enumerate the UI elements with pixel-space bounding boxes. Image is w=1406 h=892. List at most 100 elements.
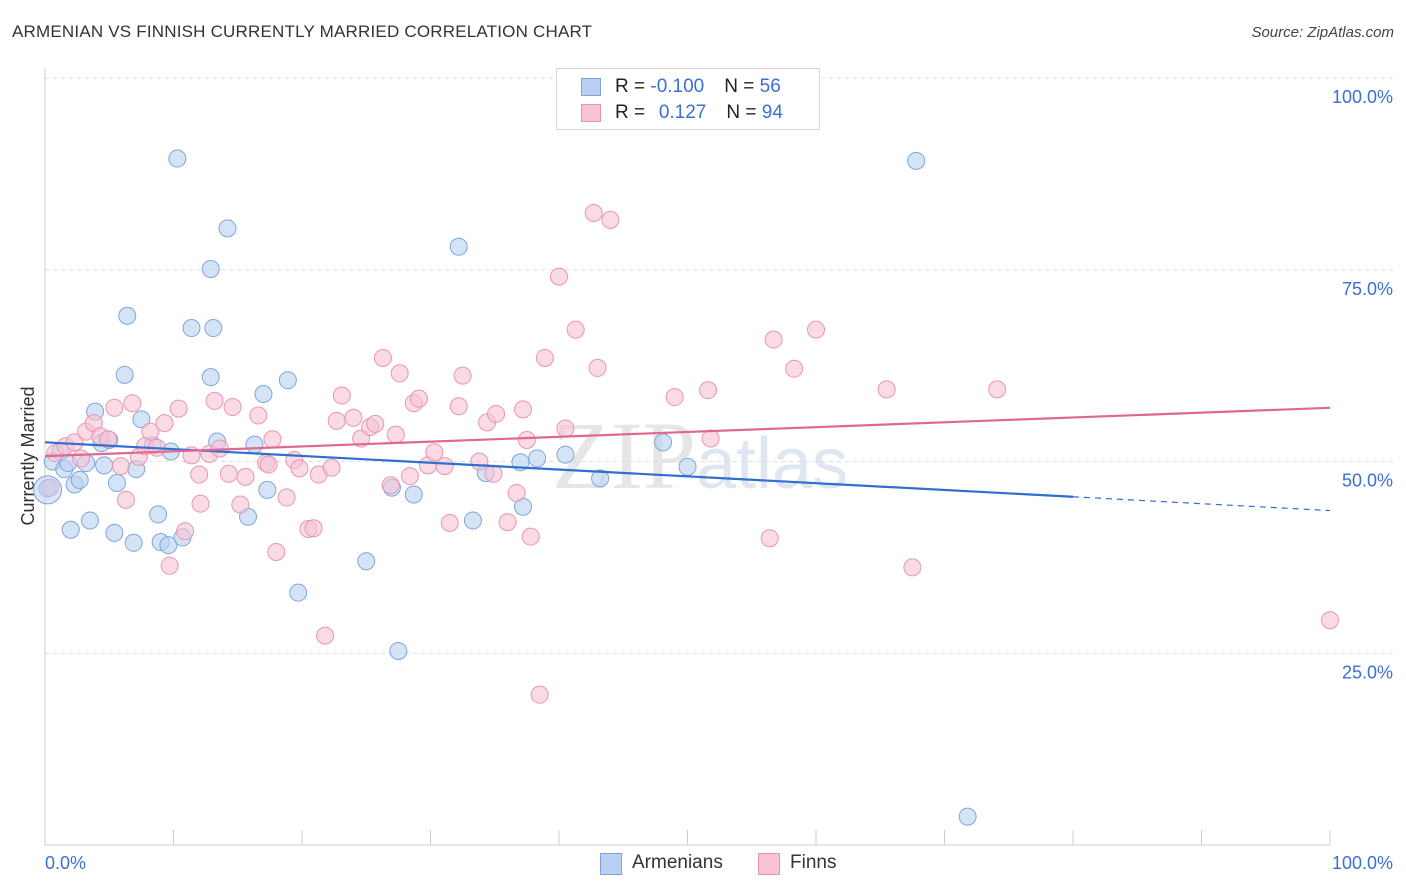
finns-point	[249, 406, 268, 425]
x-tick-label-min: 0.0%	[45, 853, 86, 873]
armenians-point	[404, 485, 423, 504]
armenians-point	[124, 533, 143, 552]
grid-lines	[45, 77, 1393, 654]
finns-point	[169, 399, 188, 418]
finns-point	[71, 449, 90, 468]
finns-point	[409, 389, 428, 408]
finns-point	[877, 380, 896, 399]
finns-point	[699, 381, 718, 400]
finns-point	[366, 414, 385, 433]
finns-point	[386, 425, 405, 444]
finns-point	[141, 422, 160, 441]
armenians-point	[218, 219, 237, 238]
finns-swatch	[581, 104, 601, 122]
armenians-point	[591, 469, 610, 488]
source-label: Source: ZipAtlas.com	[1251, 24, 1394, 41]
finns-point	[344, 408, 363, 427]
cluster-point	[33, 475, 63, 505]
finns-point	[470, 452, 489, 471]
watermark: ZIPatlas	[552, 400, 848, 511]
finns-legend-label: Finns	[790, 852, 837, 873]
y-tick-label-75: 75.0%	[1342, 279, 1393, 299]
finns-point	[205, 391, 224, 410]
finns-point	[487, 404, 506, 423]
armenians-point	[105, 523, 124, 542]
finns-point	[259, 455, 278, 474]
finns-point	[588, 358, 607, 377]
finns-point	[435, 457, 454, 476]
finns-point	[123, 394, 142, 413]
armenians-point	[278, 371, 297, 390]
armenians-point	[201, 259, 220, 278]
finns-point	[449, 397, 468, 416]
finns-point	[111, 457, 130, 476]
finns-point	[1321, 611, 1339, 630]
armenians-points	[38, 149, 977, 826]
finns-point	[290, 459, 309, 478]
armenians-point	[678, 457, 697, 476]
finns-point	[223, 398, 242, 417]
legend-r-value: -0.100	[650, 76, 705, 97]
armenians-point	[449, 237, 468, 256]
finns-point	[190, 465, 209, 484]
watermark-zip: ZIP	[552, 402, 696, 509]
legend-n-label: N =	[726, 102, 762, 123]
armenians-point	[357, 552, 376, 571]
armenians-point	[118, 306, 137, 325]
finns-point	[517, 431, 536, 450]
finns-point	[316, 626, 335, 645]
correlation-legend: R = -0.100 N = 56 R = 0.127 N = 94	[556, 68, 820, 130]
trend-lines	[44, 406, 1331, 512]
armenians-point	[204, 319, 223, 338]
finns-point	[277, 488, 296, 507]
finns-point	[176, 522, 195, 541]
finns-point	[453, 366, 472, 385]
finns-point	[116, 490, 135, 509]
armenians-point	[182, 319, 201, 338]
armenians-legend-swatch	[600, 853, 622, 875]
finns-point	[498, 513, 517, 532]
armenians-point	[528, 449, 547, 468]
finns-point	[191, 494, 210, 513]
finns-point	[903, 558, 922, 577]
armenians-trend-extension	[1072, 496, 1331, 512]
finns-point	[332, 386, 351, 405]
finns-point	[507, 483, 526, 502]
armenians-point	[149, 505, 168, 524]
armenians-point	[61, 520, 80, 539]
armenians-point	[132, 410, 151, 429]
armenians-point	[95, 456, 114, 475]
finns-point	[440, 513, 459, 532]
finns-trend-line	[44, 406, 1331, 458]
finns-point	[514, 400, 533, 419]
armenians-point	[289, 583, 308, 602]
finns-point	[601, 210, 620, 229]
armenians-point	[556, 445, 575, 464]
watermark-atlas: atlas	[696, 424, 849, 504]
finns-point	[65, 433, 84, 452]
legend-n-label: N =	[724, 76, 760, 97]
finns-point	[400, 467, 419, 486]
legend-r-label: R =	[615, 102, 651, 123]
finns-point	[373, 348, 392, 367]
finns-point	[535, 348, 554, 367]
legend-r-value: 0.127	[658, 102, 707, 123]
finns-point	[160, 556, 179, 575]
legend-n-value: 94	[761, 102, 783, 123]
armenians-point	[80, 511, 99, 530]
armenians-point	[389, 641, 408, 660]
finns-point	[566, 320, 585, 339]
armenians-point	[115, 365, 134, 384]
finns-legend-swatch	[758, 853, 780, 875]
armenians-trend-line	[44, 441, 1074, 498]
finns-point	[521, 527, 540, 546]
armenians-point	[654, 433, 673, 452]
armenians-point	[245, 435, 264, 454]
finns-point	[665, 388, 684, 407]
finns-point	[105, 398, 124, 417]
finns-point	[327, 411, 346, 430]
x-axis-ticks	[173, 830, 1331, 845]
armenians-point	[159, 536, 178, 555]
finns-point	[764, 330, 783, 349]
